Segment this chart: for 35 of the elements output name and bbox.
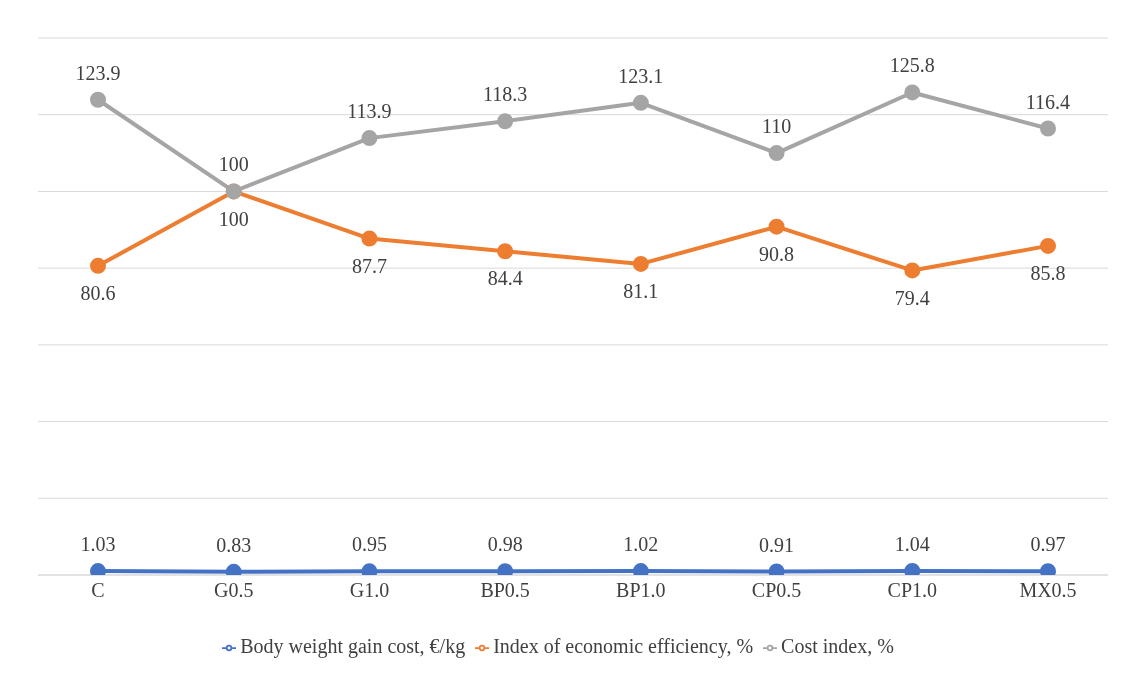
x-tick-label: MX0.5 xyxy=(1019,579,1077,602)
data-label: 100 xyxy=(218,207,249,230)
data-label: 116.4 xyxy=(1025,90,1071,113)
data-label: 110 xyxy=(761,115,792,138)
x-tick-label: G0.5 xyxy=(213,579,254,602)
data-label: 123.9 xyxy=(75,61,121,84)
legend-label: Cost index, % xyxy=(781,635,894,657)
data-label: 0.91 xyxy=(759,533,795,556)
data-label: 100 xyxy=(218,153,249,176)
x-tick-label: C xyxy=(91,579,105,602)
data-label: 0.83 xyxy=(216,533,252,556)
data-label: 1.04 xyxy=(894,533,930,556)
data-label: 0.95 xyxy=(351,533,387,556)
data-label: 85.8 xyxy=(1030,262,1066,285)
data-label: 113.9 xyxy=(347,100,392,123)
data-label: 118.3 xyxy=(483,83,528,106)
x-tick-label: G1.0 xyxy=(349,579,390,602)
x-tick-label: CP0.5 xyxy=(751,579,802,602)
data-label: 1.03 xyxy=(80,533,116,556)
x-tick-label: BP1.0 xyxy=(616,579,666,602)
data-label: 81.1 xyxy=(623,280,659,303)
legend-label: Index of economic efficiency, % xyxy=(493,635,754,657)
x-tick-label: BP0.5 xyxy=(480,579,530,602)
data-label: 80.6 xyxy=(80,282,116,305)
data-label: 0.97 xyxy=(1030,533,1066,556)
legend-label: Body weight gain cost, €/kg xyxy=(240,635,466,657)
data-label: 125.8 xyxy=(889,54,935,77)
data-label: 84.4 xyxy=(487,267,523,290)
data-label: 0.98 xyxy=(487,533,523,556)
data-label: 90.8 xyxy=(759,242,795,265)
x-tick-label: CP1.0 xyxy=(887,579,938,602)
data-label: 79.4 xyxy=(894,286,930,309)
data-label: 1.02 xyxy=(623,533,659,556)
data-label: 87.7 xyxy=(351,254,387,277)
data-label: 123.1 xyxy=(618,64,664,87)
